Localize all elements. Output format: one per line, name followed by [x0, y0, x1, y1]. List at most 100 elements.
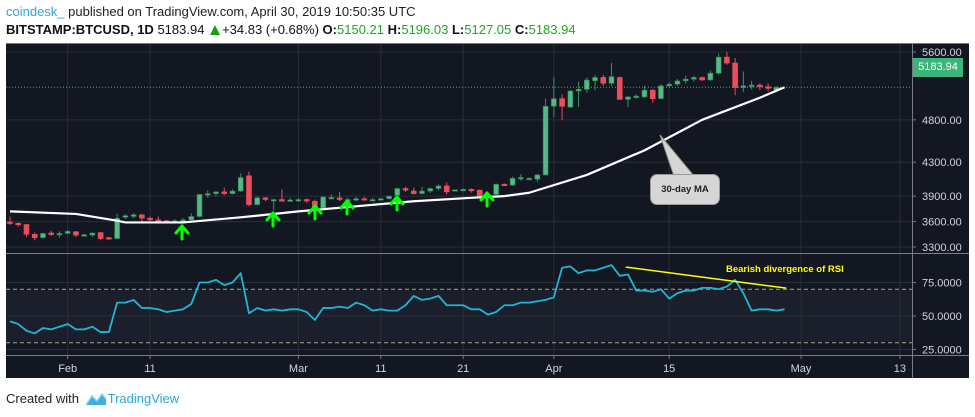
- candle-up: [674, 80, 681, 85]
- candle-up: [452, 189, 458, 192]
- rsi-axis-label: 25.0000: [922, 345, 962, 357]
- price-axis-label: 4300.00: [922, 157, 962, 169]
- candle-up: [180, 219, 186, 222]
- up-arrow-icon: [307, 204, 323, 221]
- candle-up: [229, 190, 236, 194]
- candle-up: [715, 56, 722, 74]
- up-arrow-icon: [265, 211, 281, 228]
- candle-down: [48, 232, 55, 235]
- candle-up: [237, 177, 244, 192]
- candle-up: [295, 199, 302, 202]
- candle-up: [369, 199, 376, 202]
- chart-canvas[interactable]: 5600.00 4800.00 4300.00 3900.00 3600.00 3300.…: [6, 43, 969, 378]
- candle-up: [394, 188, 401, 196]
- up-arrow-icon: [389, 195, 405, 212]
- candle-up: [551, 98, 557, 107]
- symbol-line: BITSTAMP:BTCUSD, 1D 5183.94 +34.83 (+0.6…: [6, 22, 576, 37]
- time-axis-label: 21: [457, 363, 469, 375]
- candle-down: [410, 190, 417, 194]
- rsi-line: [9, 264, 785, 335]
- low-value: 5127.05: [464, 22, 512, 37]
- price-change: +34.83 (+0.68%): [222, 22, 319, 37]
- candle-down: [476, 189, 483, 197]
- candle-up: [40, 233, 46, 238]
- candle-down: [724, 56, 730, 64]
- candle-up: [427, 188, 434, 192]
- tradingview-logo-icon: [85, 392, 107, 406]
- candle-up: [64, 231, 71, 234]
- high-label: H:: [387, 22, 402, 37]
- candle-down: [361, 198, 368, 201]
- candle-down: [402, 188, 409, 191]
- candle-up: [682, 78, 689, 82]
- time-axis-label: Mar: [289, 363, 308, 375]
- rsi-axis-label: 75.0000: [922, 278, 962, 290]
- candle-up: [658, 85, 664, 99]
- tradingview-brand-link[interactable]: TradingView: [107, 391, 180, 406]
- candle-down: [303, 199, 310, 202]
- candle-down: [649, 89, 656, 99]
- publisher-link[interactable]: coindesk_: [6, 4, 65, 19]
- candle-up: [377, 198, 384, 201]
- candle-down: [600, 77, 607, 84]
- candle-down: [246, 175, 252, 205]
- candle-up: [56, 233, 63, 236]
- candle-up: [460, 189, 467, 192]
- candle-down: [7, 221, 13, 224]
- candle-down: [336, 197, 343, 200]
- candle-down: [732, 62, 738, 88]
- candle-up: [254, 197, 260, 205]
- candle-up: [188, 216, 195, 221]
- candle-up: [666, 83, 673, 87]
- candle-up: [691, 77, 697, 80]
- candle-up: [130, 214, 137, 217]
- chart-area[interactable]: 5600.00 4800.00 4300.00 3900.00 3600.00 3300.…: [6, 43, 969, 378]
- price-axis-label: 4800.00: [922, 115, 962, 127]
- candle-down: [757, 84, 763, 88]
- footer: Created with TradingView: [6, 391, 179, 406]
- low-label: L:: [451, 22, 465, 37]
- candle-up: [419, 190, 425, 194]
- candle-up: [608, 76, 615, 84]
- candle-down: [147, 217, 153, 221]
- symbol: BITSTAMP:BTCUSD, 1D: [6, 22, 154, 37]
- candle-up: [320, 196, 326, 209]
- candle-up: [707, 72, 714, 81]
- ma-callout: 30-day MA: [650, 174, 720, 205]
- candle-up: [534, 174, 541, 180]
- callout-pointer: [659, 134, 696, 177]
- candle-up: [748, 84, 755, 87]
- candle-down: [443, 185, 450, 193]
- candle-up: [213, 191, 219, 194]
- candle-down: [616, 77, 623, 100]
- candle-down: [155, 219, 162, 222]
- candle-up: [114, 217, 120, 239]
- last-price: 5183.94: [157, 22, 205, 37]
- candle-down: [221, 191, 228, 194]
- candle-up: [196, 194, 203, 217]
- candle-down: [73, 231, 79, 236]
- candle-up: [583, 79, 590, 90]
- candle-down: [23, 224, 30, 235]
- candle-up: [328, 197, 335, 200]
- time-axis-label: Feb: [58, 363, 77, 375]
- candle-up: [386, 195, 392, 199]
- rsi-axis-label: 50.0000: [922, 311, 962, 323]
- price-axis-label: 3300.00: [922, 242, 962, 254]
- price-axis-label: 3900.00: [922, 191, 962, 203]
- price-axis-label: 5600.00: [922, 47, 962, 59]
- candle-down: [559, 98, 565, 107]
- up-arrow-icon: [479, 191, 495, 208]
- up-triangle-icon: [210, 25, 221, 35]
- created-with-text: Created with: [6, 391, 79, 406]
- candle-down: [31, 233, 38, 238]
- candle-down: [699, 77, 705, 81]
- open-value: 5150.21: [337, 22, 384, 37]
- candle-up: [575, 89, 582, 92]
- candle-down: [468, 189, 475, 192]
- divergence-trendline: [625, 266, 787, 289]
- candle-up: [435, 185, 442, 189]
- time-axis-label: Apr: [545, 363, 562, 375]
- publish-line: coindesk_ published on TradingView.com, …: [6, 4, 416, 19]
- candle-down: [279, 199, 285, 202]
